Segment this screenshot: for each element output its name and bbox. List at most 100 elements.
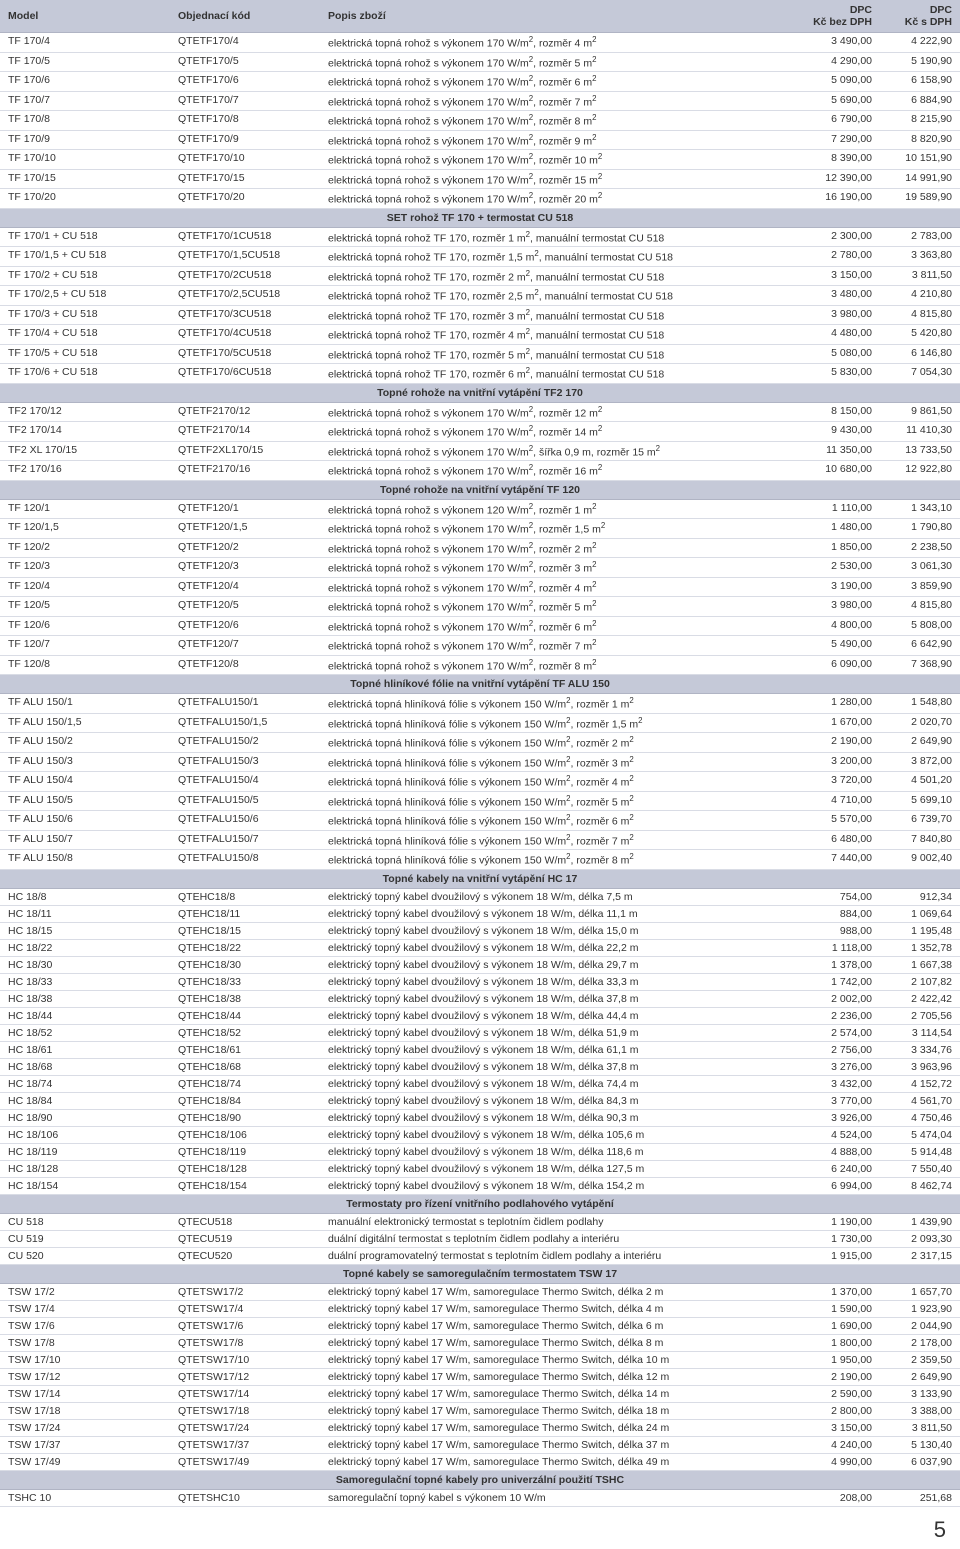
cell-model: TF ALU 150/4	[0, 772, 170, 792]
cell-code: QTEHC18/33	[170, 973, 320, 990]
cell-price-novat: 1 110,00	[800, 499, 880, 519]
cell-desc: elektrický topný kabel 17 W/m, samoregul…	[320, 1436, 800, 1453]
cell-code: QTETSHC10	[170, 1489, 320, 1506]
cell-desc: elektrická topná rohož TF 170, rozměr 1,…	[320, 247, 800, 267]
cell-desc: elektrická topná rohož s výkonem 170 W/m…	[320, 422, 800, 442]
cell-model: TF 170/6	[0, 72, 170, 92]
cell-price-novat: 2 190,00	[800, 1368, 880, 1385]
cell-code: QTEHC18/119	[170, 1143, 320, 1160]
table-row: TF 170/6 + CU 518QTETF170/6CU518elektric…	[0, 364, 960, 384]
cell-model: HC 18/74	[0, 1075, 170, 1092]
cell-desc: elektrický topný kabel dvoužilový s výko…	[320, 1126, 800, 1143]
cell-code: QTEHC18/15	[170, 922, 320, 939]
table-row: HC 18/44QTEHC18/44elektrický topný kabel…	[0, 1007, 960, 1024]
cell-price-vat: 8 462,74	[880, 1177, 960, 1194]
cell-price-novat: 1 118,00	[800, 939, 880, 956]
cell-price-vat: 3 388,00	[880, 1402, 960, 1419]
cell-price-novat: 9 430,00	[800, 422, 880, 442]
cell-code: QTETSW17/12	[170, 1368, 320, 1385]
table-row: HC 18/8QTEHC18/8elektrický topný kabel d…	[0, 888, 960, 905]
cell-price-novat: 3 926,00	[800, 1109, 880, 1126]
cell-price-novat: 754,00	[800, 888, 880, 905]
cell-desc: elektrický topný kabel dvoužilový s výko…	[320, 1024, 800, 1041]
table-row: TF 120/1,5QTETF120/1,5elektrická topná r…	[0, 519, 960, 539]
cell-price-novat: 6 790,00	[800, 111, 880, 131]
table-row: TF ALU 150/1QTETFALU150/1elektrická topn…	[0, 694, 960, 714]
cell-price-vat: 4 222,90	[880, 33, 960, 53]
cell-model: TF 120/1	[0, 499, 170, 519]
table-body: TF 170/4QTETF170/4elektrická topná rohož…	[0, 33, 960, 1507]
cell-model: TSW 17/8	[0, 1334, 170, 1351]
table-row: HC 18/38QTEHC18/38elektrický topný kabel…	[0, 990, 960, 1007]
cell-model: CU 518	[0, 1213, 170, 1230]
cell-desc: elektrická topná rohož s výkonem 170 W/m…	[320, 91, 800, 111]
table-row: HC 18/52QTEHC18/52elektrický topný kabel…	[0, 1024, 960, 1041]
cell-model: HC 18/119	[0, 1143, 170, 1160]
cell-code: QTETF170/9	[170, 130, 320, 150]
table-row: HC 18/106QTEHC18/106elektrický topný kab…	[0, 1126, 960, 1143]
cell-code: QTEHC18/61	[170, 1041, 320, 1058]
cell-desc: elektrický topný kabel 17 W/m, samoregul…	[320, 1317, 800, 1334]
section-title: Samoregulační topné kabely pro univerzál…	[0, 1470, 960, 1489]
cell-price-vat: 19 589,90	[880, 189, 960, 209]
section-header: Topné hliníkové fólie na vnitřní vytápěn…	[0, 675, 960, 694]
cell-price-vat: 1 195,48	[880, 922, 960, 939]
cell-price-vat: 7 550,40	[880, 1160, 960, 1177]
cell-desc: duální programovatelný termostat s teplo…	[320, 1247, 800, 1264]
cell-price-vat: 3 061,30	[880, 558, 960, 578]
cell-price-vat: 6 642,90	[880, 636, 960, 656]
table-row: TSW 17/14QTETSW17/14elektrický topný kab…	[0, 1385, 960, 1402]
cell-model: TF2 170/12	[0, 402, 170, 422]
cell-price-vat: 14 991,90	[880, 169, 960, 189]
cell-price-vat: 2 107,82	[880, 973, 960, 990]
cell-price-vat: 9 002,40	[880, 850, 960, 870]
cell-code: QTEHC18/52	[170, 1024, 320, 1041]
cell-price-vat: 6 146,80	[880, 344, 960, 364]
cell-price-novat: 16 190,00	[800, 189, 880, 209]
col-price-novat: DPC Kč bez DPH	[800, 0, 880, 33]
cell-price-novat: 2 756,00	[800, 1041, 880, 1058]
table-row: TF 170/8QTETF170/8elektrická topná rohož…	[0, 111, 960, 131]
cell-price-vat: 6 739,70	[880, 811, 960, 831]
table-row: TSW 17/2QTETSW17/2elektrický topný kabel…	[0, 1283, 960, 1300]
cell-code: QTEHC18/11	[170, 905, 320, 922]
cell-model: TF ALU 150/3	[0, 752, 170, 772]
cell-code: QTEHC18/106	[170, 1126, 320, 1143]
cell-price-vat: 3 811,50	[880, 1419, 960, 1436]
table-row: TF 170/5QTETF170/5elektrická topná rohož…	[0, 52, 960, 72]
table-header: Model Objednací kód Popis zboží DPC Kč b…	[0, 0, 960, 33]
cell-code: QTETSW17/4	[170, 1300, 320, 1317]
cell-desc: elektrická topná rohož s výkonem 170 W/m…	[320, 519, 800, 539]
cell-desc: elektrický topný kabel dvoužilový s výko…	[320, 1109, 800, 1126]
cell-desc: elektrická topná rohož s výkonem 170 W/m…	[320, 402, 800, 422]
cell-model: HC 18/128	[0, 1160, 170, 1177]
cell-price-vat: 2 359,50	[880, 1351, 960, 1368]
cell-price-vat: 5 130,40	[880, 1436, 960, 1453]
cell-code: QTETF170/6	[170, 72, 320, 92]
cell-price-vat: 3 334,76	[880, 1041, 960, 1058]
cell-desc: elektrická topná hliníková fólie s výkon…	[320, 713, 800, 733]
table-row: TF 170/7QTETF170/7elektrická topná rohož…	[0, 91, 960, 111]
cell-code: QTEHC18/154	[170, 1177, 320, 1194]
section-title: Topné rohože na vnitřní vytápění TF 120	[0, 480, 960, 499]
cell-code: QTETF120/1,5	[170, 519, 320, 539]
cell-price-vat: 1 548,80	[880, 694, 960, 714]
cell-price-novat: 3 200,00	[800, 752, 880, 772]
cell-price-novat: 1 690,00	[800, 1317, 880, 1334]
cell-price-vat: 2 020,70	[880, 713, 960, 733]
cell-code: QTETF120/3	[170, 558, 320, 578]
cell-desc: elektrický topný kabel 17 W/m, samoregul…	[320, 1300, 800, 1317]
cell-price-novat: 4 710,00	[800, 791, 880, 811]
section-header: Termostaty pro řízení vnitřního podlahov…	[0, 1194, 960, 1213]
cell-price-novat: 988,00	[800, 922, 880, 939]
cell-code: QTETF170/1CU518	[170, 227, 320, 247]
cell-price-novat: 4 524,00	[800, 1126, 880, 1143]
cell-price-vat: 2 649,90	[880, 1368, 960, 1385]
table-row: TF 170/2,5 + CU 518QTETF170/2,5CU518elek…	[0, 286, 960, 306]
table-row: TF 120/5QTETF120/5elektrická topná rohož…	[0, 597, 960, 617]
cell-code: QTEHC18/90	[170, 1109, 320, 1126]
cell-desc: elektrický topný kabel 17 W/m, samoregul…	[320, 1283, 800, 1300]
cell-code: QTETF2170/16	[170, 461, 320, 481]
cell-price-novat: 1 280,00	[800, 694, 880, 714]
cell-model: TF 170/4	[0, 33, 170, 53]
